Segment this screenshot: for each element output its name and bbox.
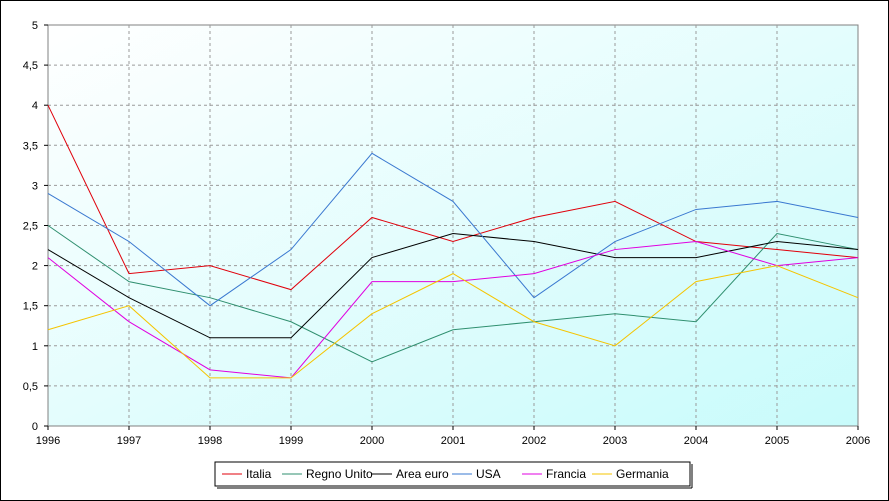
y-tick-label: 4 [32,100,38,112]
series-line-italia [47,104,859,291]
y-tick-label: 2 [32,261,38,273]
x-tick-label: 2006 [846,435,870,447]
y-tick-label: 0,5 [23,381,38,393]
y-axis: 0 0,5 1 1,5 2 2,5 3 3,5 4 4,5 5 [23,20,48,433]
y-tick-label: 3,5 [23,140,38,152]
legend-label: Francia [546,467,586,481]
y-tick-label: 5 [32,20,38,32]
y-tick-label: 0 [32,421,38,433]
series-line-germania [47,265,859,379]
x-tick-label: 2004 [684,435,708,447]
series-line-usa [47,152,859,307]
y-tick-label: 3 [32,180,38,192]
series-line-regno-unito [47,225,859,363]
legend-label: Germania [616,467,669,481]
x-axis: 1996 1997 1998 1999 2000 2001 2002 2003 2004 2005… [36,426,870,447]
series-lines [47,104,859,379]
grid-lines [48,25,858,426]
legend-label: USA [476,467,501,481]
x-tick-label: 1999 [279,435,303,447]
legend-label: Italia [246,467,272,481]
y-tick-label: 4,5 [23,60,38,72]
x-tick-label: 2003 [603,435,627,447]
x-tick-label: 1998 [198,435,222,447]
x-tick-label: 2000 [360,435,384,447]
y-tick-label: 1 [32,341,38,353]
legend-label: Regno Unito [306,467,373,481]
legend: Italia Regno Unito Area euro USA Francia Germ… [214,461,693,489]
series-line-area-euro [47,233,859,339]
x-tick-label: 2005 [765,435,789,447]
y-tick-label: 1,5 [23,301,38,313]
x-tick-label: 1996 [36,435,60,447]
x-tick-label: 2002 [522,435,546,447]
y-tick-label: 2,5 [23,221,38,233]
x-tick-label: 2001 [441,435,465,447]
legend-label: Area euro [396,467,449,481]
x-tick-label: 1997 [117,435,141,447]
